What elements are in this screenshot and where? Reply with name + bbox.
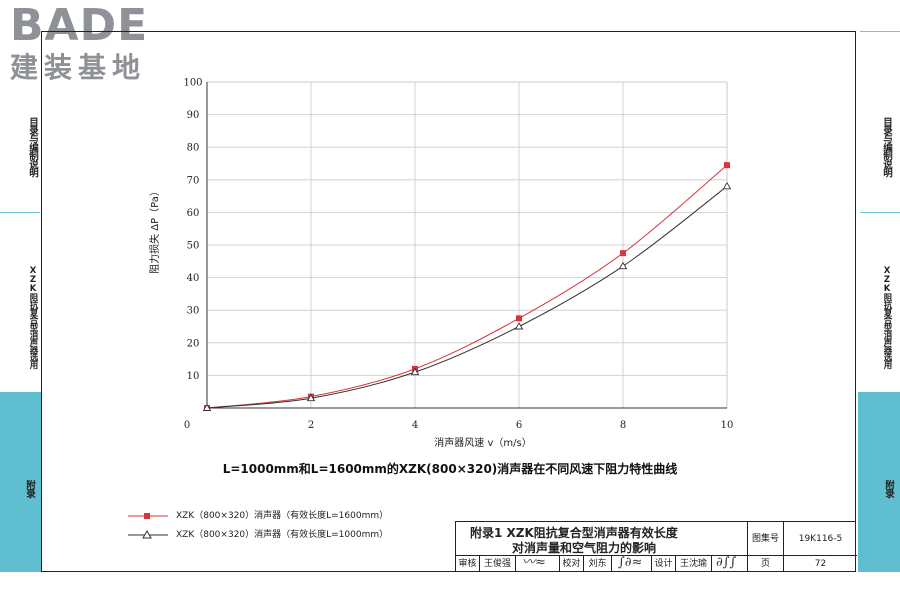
x-axis-label: 消声器风速 v（m/s） <box>434 436 531 449</box>
y-tick-label-20: 20 <box>187 338 200 349</box>
check-signature-mark: ∫∂≈ <box>618 555 643 570</box>
left-tab-appendix-label: 附录 <box>24 479 35 497</box>
series-0-point-3 <box>516 315 522 322</box>
design-label: 设计 <box>652 556 676 572</box>
legend-label-1600: XZK（800×320）消声器（有效长度L=1600mm） <box>176 511 389 521</box>
chart-series <box>202 162 732 411</box>
check-signature: ∫∂≈ <box>612 555 652 572</box>
y-tick-label-80: 80 <box>187 143 200 154</box>
title-line-2: 对消声量和空气阻力的影响 <box>512 541 657 555</box>
title-block-title: 附录1 XZK阻抗复合型消声器有效长度 对消声量和空气阻力的影响 <box>456 522 748 556</box>
design-signature-mark: ∂∫∫ <box>716 555 737 570</box>
y-tick-label-100: 100 <box>183 78 202 89</box>
series-line-0 <box>206 164 728 409</box>
left-tab-selection-label: XZK阻抗复合型消声器选用 <box>28 266 38 368</box>
y-tick-label-10: 10 <box>187 371 200 382</box>
y-tick-label-50: 50 <box>187 241 200 252</box>
right-tab-selection-label: XZK阻抗复合型消声器选用 <box>882 266 892 368</box>
review-signature: 〰≈ <box>516 555 560 572</box>
series-1-point-1 <box>306 393 316 402</box>
y-tick-label-60: 60 <box>187 208 200 219</box>
x-tick-label-10: 10 <box>721 420 734 431</box>
title-block: 附录1 XZK阻抗复合型消声器有效长度 对消声量和空气阻力的影响 图集号 19K… <box>455 521 857 572</box>
check-name: 刘东 <box>584 556 612 572</box>
left-tab-selection[interactable]: XZK阻抗复合型消声器选用 <box>8 252 38 372</box>
y-tick-label-90: 90 <box>187 110 200 121</box>
atlas-number: 19K116-5 <box>784 522 857 556</box>
chart-grid <box>207 81 728 408</box>
design-name: 王沈瑜 <box>676 556 712 572</box>
right-tab-catalog[interactable]: 目录与编制说明 <box>862 92 892 210</box>
right-tab-catalog-label: 目录与编制说明 <box>881 117 892 177</box>
logo-text-cn: 建装基地 <box>10 51 147 84</box>
series-0-point-5 <box>724 162 730 169</box>
y-axis-label: 阻力损失 ΔP（Pa） <box>148 186 161 274</box>
right-tab-top-line <box>860 31 900 32</box>
right-tab-appendix[interactable]: 附录 <box>858 392 900 572</box>
review-signature-mark: 〰≈ <box>522 555 546 570</box>
legend-marker-square <box>128 513 168 519</box>
x-tick-label-4: 4 <box>412 420 418 431</box>
x-tick-label-8: 8 <box>620 420 626 431</box>
right-tab-divider <box>860 212 900 213</box>
left-tab-catalog-label: 目录与编制说明 <box>27 117 38 177</box>
atlas-label: 图集号 <box>748 522 784 556</box>
right-tab-appendix-label: 附录 <box>883 479 894 497</box>
series-1-point-5 <box>722 181 732 190</box>
review-label: 审核 <box>456 556 480 572</box>
review-name: 王俊强 <box>480 556 516 572</box>
logo-text-en: BADE <box>10 0 149 51</box>
page-label: 页 <box>748 556 784 572</box>
chart-ticks: 10 20 30 40 50 60 70 80 90 100 0 2 4 6 8 10 <box>183 78 733 432</box>
right-tab-selection[interactable]: XZK阻抗复合型消声器选用 <box>862 252 892 372</box>
legend-label-1000: XZK（800×320）消声器（有效长度L=1000mm） <box>176 530 389 540</box>
left-tab-catalog[interactable]: 目录与编制说明 <box>8 92 38 210</box>
x-tick-label-0: 0 <box>184 420 190 431</box>
drawing-frame <box>41 31 856 572</box>
y-tick-label-40: 40 <box>187 273 200 284</box>
page-number: 72 <box>814 559 827 569</box>
left-tab-divider <box>0 212 40 213</box>
x-tick-label-6: 6 <box>516 420 522 431</box>
chart-caption: L=1000mm和L=1600mm的XZK(800×320)消声器在不同风速下阻… <box>222 462 678 476</box>
brand-logo: BADE 建装基地 <box>0 0 175 88</box>
legend-marker-triangle <box>128 529 168 539</box>
series-1-point-2 <box>410 367 420 376</box>
left-tab-appendix[interactable]: 附录 <box>0 392 41 572</box>
chart-axes <box>206 82 727 409</box>
series-1-point-0 <box>202 403 212 411</box>
check-label: 校对 <box>560 556 584 572</box>
y-tick-label-70: 70 <box>187 175 200 186</box>
series-1-point-4 <box>618 261 628 270</box>
design-signature: ∂∫∫ <box>712 555 748 572</box>
series-1-point-3 <box>514 322 524 330</box>
series-line-1 <box>206 185 728 409</box>
y-tick-label-30: 30 <box>187 306 200 317</box>
title-line-1: 附录1 XZK阻抗复合型消声器有效长度 <box>470 526 678 540</box>
series-0-point-4 <box>620 250 626 257</box>
x-tick-label-2: 2 <box>308 420 314 431</box>
